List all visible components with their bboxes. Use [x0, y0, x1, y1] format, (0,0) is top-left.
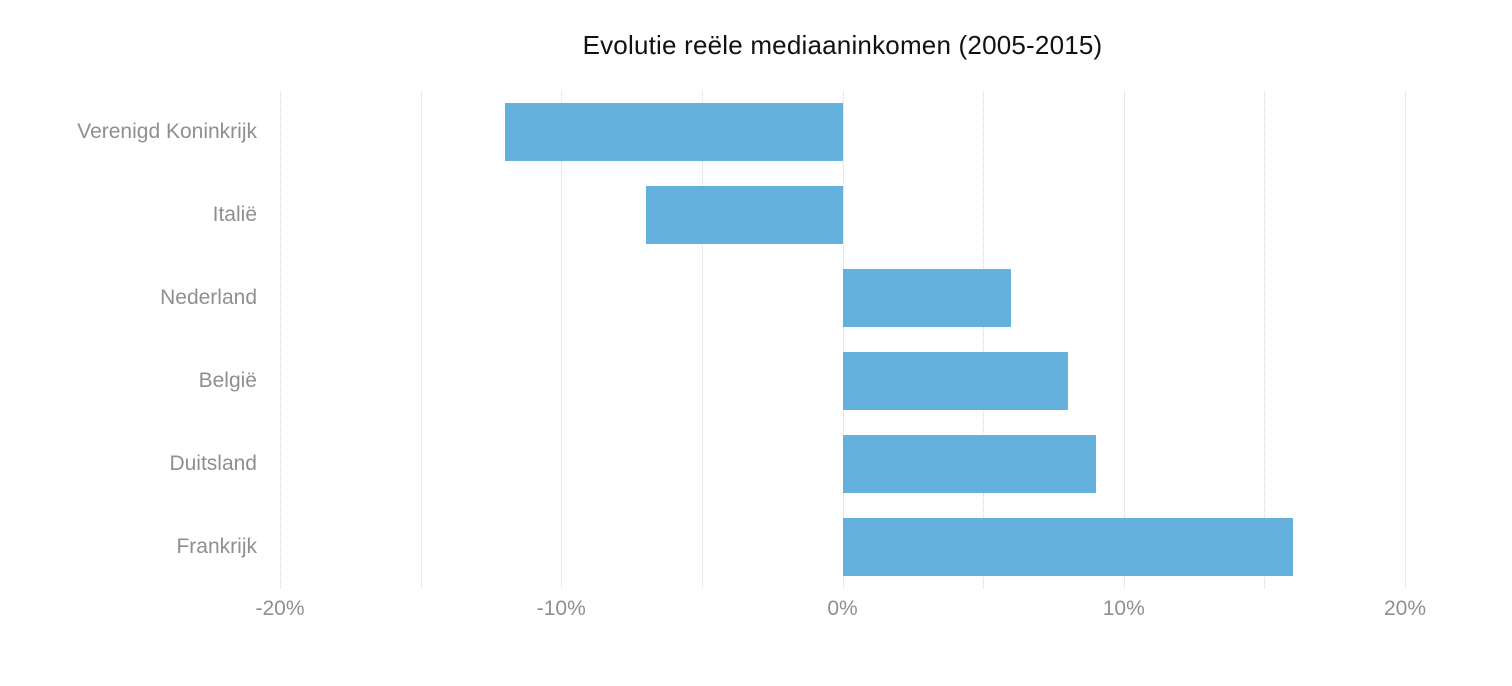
bar-belgie	[842, 351, 1068, 410]
category-label-verenigd-koninkrijk: Verenigd Koninkrijk	[77, 120, 257, 144]
gridline-15	[1264, 91, 1266, 588]
category-label-frankrijk: Frankrijk	[176, 534, 257, 558]
bar-italie	[645, 186, 843, 245]
category-label-italie: Italië	[212, 203, 257, 227]
x-tick-label-20: 20%	[1383, 597, 1427, 620]
bar-verenigd-koninkrijk	[505, 103, 843, 162]
y-axis-category-labels: Verenigd Koninkrijk Italië Nederland België…	[0, 91, 257, 588]
category-label-duitsland: Duitsland	[169, 451, 257, 475]
bar-frankrijk	[842, 517, 1293, 576]
x-tick-label--10: -10%	[536, 597, 586, 620]
category-label-nederland: Nederland	[160, 286, 257, 310]
gridline--15	[420, 91, 422, 588]
gridline-20	[1405, 91, 1406, 588]
gridline-5	[983, 91, 985, 588]
bar-nederland	[842, 269, 1012, 328]
gridline-10	[1123, 91, 1125, 588]
x-axis-tick-labels: -20% -10% 0% 10% 20%	[0, 597, 1512, 627]
gridline--20	[280, 91, 281, 588]
gridline-0	[842, 91, 844, 588]
chart-title: Evolutie reële mediaaninkomen (2005-2015…	[582, 30, 1103, 60]
gridline--10	[561, 91, 563, 588]
category-label-belgie: België	[198, 368, 257, 392]
x-tick-label-0: 0%	[827, 597, 858, 620]
gridline--5	[701, 91, 703, 588]
x-tick-label-10: 10%	[1102, 597, 1145, 620]
bar-duitsland	[842, 434, 1096, 493]
plot-area	[280, 91, 1406, 588]
x-tick-label--20: -20%	[255, 597, 305, 620]
